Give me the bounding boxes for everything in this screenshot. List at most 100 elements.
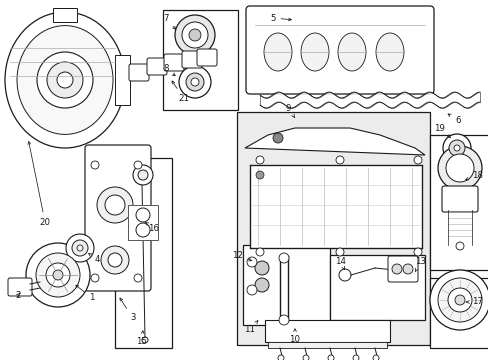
- Circle shape: [448, 140, 464, 156]
- Circle shape: [185, 73, 203, 91]
- Circle shape: [445, 154, 473, 182]
- Circle shape: [134, 274, 142, 282]
- FancyBboxPatch shape: [85, 145, 151, 291]
- Circle shape: [335, 156, 343, 164]
- Text: 19: 19: [433, 123, 449, 138]
- Ellipse shape: [17, 26, 113, 134]
- Circle shape: [46, 263, 70, 287]
- Text: 8: 8: [163, 63, 175, 76]
- Text: 14: 14: [334, 257, 346, 269]
- FancyBboxPatch shape: [147, 58, 167, 75]
- Circle shape: [327, 355, 333, 360]
- Circle shape: [105, 195, 125, 215]
- FancyBboxPatch shape: [182, 51, 202, 68]
- FancyBboxPatch shape: [129, 64, 149, 81]
- Circle shape: [442, 134, 470, 162]
- Text: 16: 16: [145, 222, 159, 233]
- Text: 10: 10: [289, 329, 300, 345]
- Circle shape: [279, 253, 288, 263]
- Circle shape: [26, 243, 90, 307]
- Circle shape: [142, 337, 148, 343]
- Text: 3: 3: [120, 298, 135, 323]
- Text: 15: 15: [136, 331, 147, 346]
- Polygon shape: [244, 128, 424, 155]
- Circle shape: [437, 278, 481, 322]
- Text: 9: 9: [285, 104, 294, 118]
- Bar: [115, 158, 172, 348]
- Bar: [237, 112, 429, 345]
- Text: 2: 2: [15, 291, 20, 300]
- Circle shape: [66, 234, 94, 262]
- Text: 13: 13: [414, 257, 425, 272]
- Circle shape: [454, 295, 464, 305]
- Bar: [429, 135, 488, 270]
- Text: 18: 18: [465, 171, 482, 180]
- Circle shape: [133, 165, 153, 185]
- Text: 6: 6: [447, 114, 460, 125]
- Bar: [128, 205, 158, 240]
- Circle shape: [256, 248, 264, 256]
- Text: 11: 11: [244, 320, 257, 334]
- Bar: [53, 8, 77, 22]
- Circle shape: [47, 62, 83, 98]
- Circle shape: [37, 52, 93, 108]
- Circle shape: [246, 257, 257, 267]
- Bar: [243, 245, 329, 325]
- Circle shape: [246, 285, 257, 295]
- Polygon shape: [264, 320, 389, 342]
- Text: 7: 7: [163, 14, 175, 29]
- Text: 4: 4: [88, 253, 101, 265]
- Circle shape: [402, 264, 412, 274]
- Circle shape: [53, 270, 63, 280]
- Ellipse shape: [264, 33, 291, 71]
- Ellipse shape: [375, 33, 403, 71]
- FancyBboxPatch shape: [197, 49, 217, 66]
- Text: 20: 20: [28, 141, 50, 226]
- Text: 5: 5: [269, 14, 291, 23]
- Bar: [429, 278, 488, 348]
- Circle shape: [447, 288, 471, 312]
- Circle shape: [352, 355, 358, 360]
- Circle shape: [437, 146, 481, 190]
- Circle shape: [138, 170, 148, 180]
- Text: 17: 17: [466, 297, 482, 306]
- Polygon shape: [249, 165, 421, 248]
- Circle shape: [101, 246, 129, 274]
- Text: 1: 1: [76, 285, 95, 302]
- Circle shape: [279, 315, 288, 325]
- Circle shape: [136, 223, 150, 237]
- Circle shape: [108, 253, 122, 267]
- Circle shape: [372, 355, 378, 360]
- Circle shape: [256, 171, 264, 179]
- Circle shape: [272, 133, 283, 143]
- Circle shape: [391, 264, 401, 274]
- Circle shape: [189, 29, 201, 41]
- Circle shape: [72, 240, 88, 256]
- Circle shape: [278, 355, 284, 360]
- Bar: [163, 10, 238, 110]
- FancyBboxPatch shape: [387, 256, 417, 282]
- Text: 12: 12: [231, 251, 251, 261]
- Circle shape: [97, 187, 133, 223]
- Circle shape: [338, 269, 350, 281]
- Circle shape: [136, 208, 150, 222]
- Circle shape: [413, 156, 421, 164]
- Circle shape: [91, 274, 99, 282]
- Circle shape: [175, 15, 215, 55]
- Circle shape: [254, 278, 268, 292]
- Bar: [115, 55, 130, 105]
- Bar: [329, 255, 424, 320]
- Circle shape: [413, 248, 421, 256]
- Circle shape: [179, 66, 210, 98]
- FancyBboxPatch shape: [8, 278, 32, 296]
- Circle shape: [455, 242, 463, 250]
- Circle shape: [254, 261, 268, 275]
- FancyBboxPatch shape: [245, 6, 433, 94]
- Ellipse shape: [301, 33, 328, 71]
- Circle shape: [335, 248, 343, 256]
- FancyBboxPatch shape: [441, 186, 477, 212]
- Circle shape: [429, 270, 488, 330]
- Circle shape: [77, 245, 83, 251]
- Text: 21: 21: [172, 81, 189, 103]
- Circle shape: [57, 72, 73, 88]
